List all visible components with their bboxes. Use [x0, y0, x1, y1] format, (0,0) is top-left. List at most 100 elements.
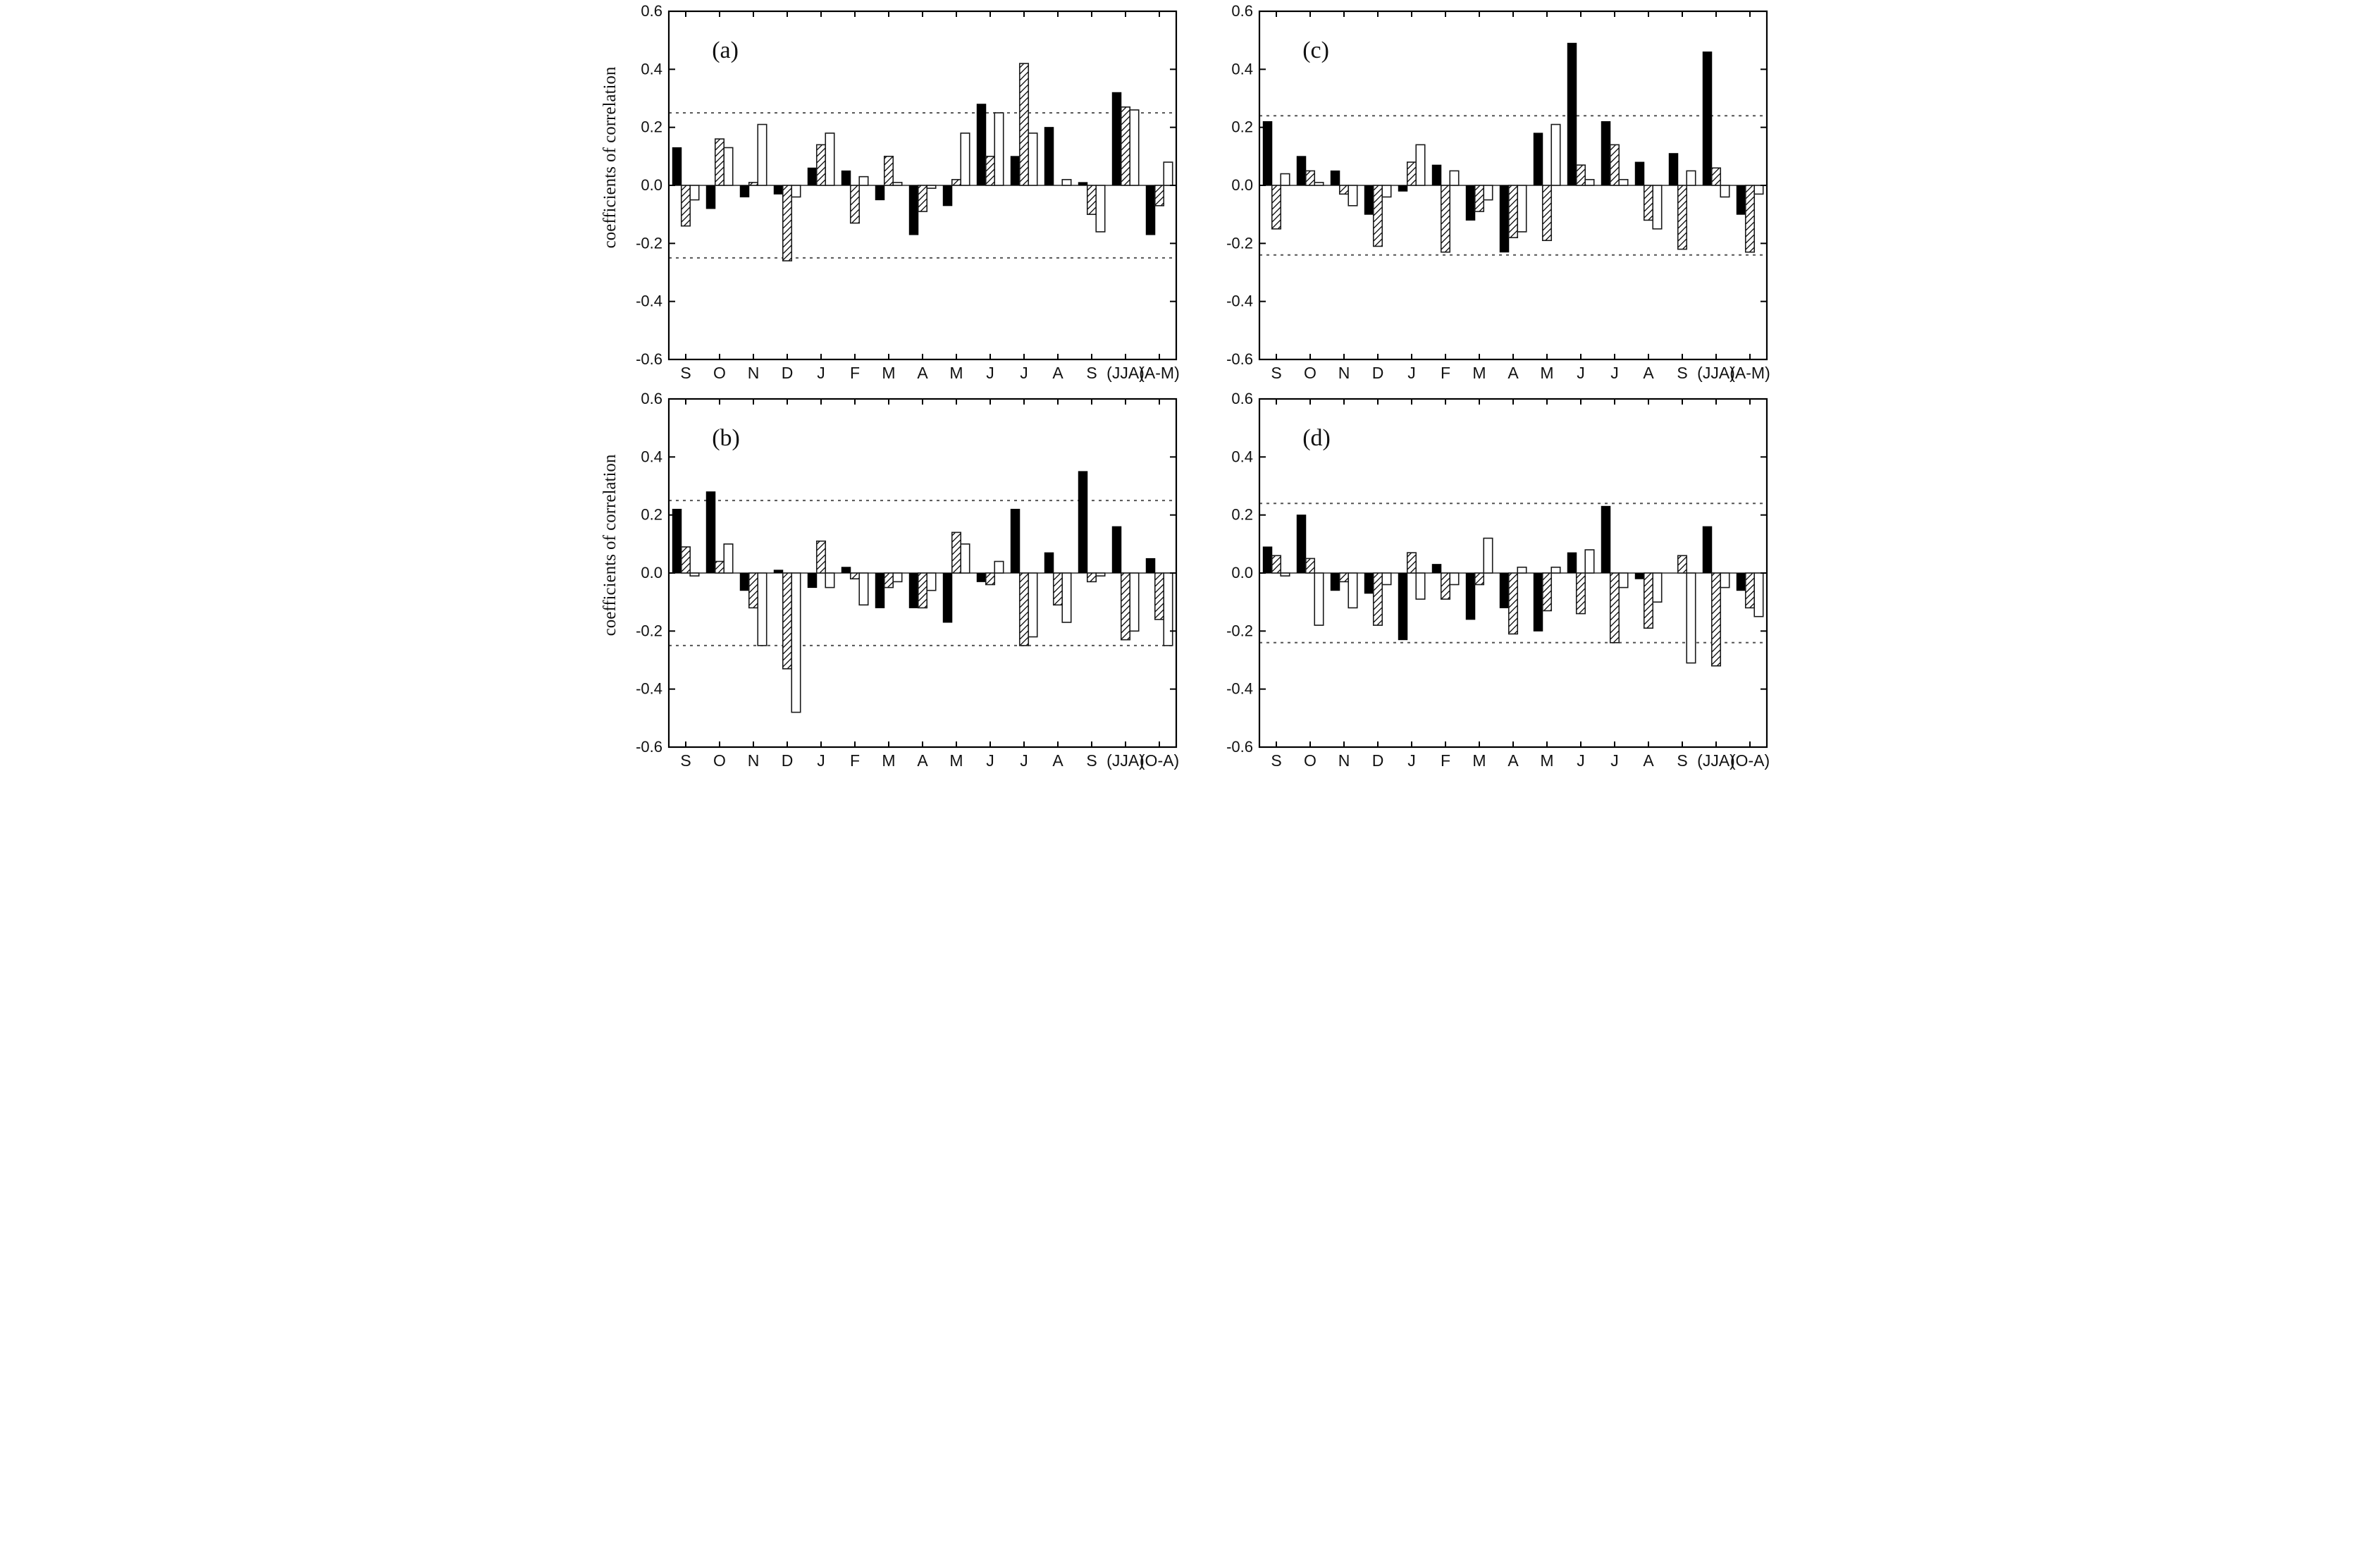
- bar-solid-black: [739, 572, 749, 591]
- y-tick-label: 0.4: [1231, 448, 1253, 465]
- bar-solid-black: [1262, 121, 1272, 186]
- bar-solid-black: [1465, 185, 1475, 221]
- panel-a-chart: 0.6 0.4 0.2 0.0 -0.2 -0.4 -0.6 S O N D J F M A M J J A S (JJ…: [600, 2, 1186, 389]
- bar-solid-black: [1601, 505, 1610, 574]
- bar-hatched: [1406, 552, 1417, 574]
- x-tick-label: A: [1643, 751, 1654, 770]
- bar-solid-black: [1431, 164, 1441, 186]
- bar-solid-black: [739, 185, 749, 197]
- x-tick-label: D: [781, 364, 793, 382]
- bar-open-white: [1685, 572, 1696, 664]
- bar-solid-black: [1702, 526, 1712, 574]
- bar-solid-black: [1111, 92, 1121, 186]
- bar-solid-black: [1330, 572, 1340, 591]
- bar-open-white: [1095, 572, 1106, 577]
- bar-open-white: [1516, 566, 1527, 574]
- panel-grid: 0.6 0.4 0.2 0.0 -0.2 -0.4 -0.6 S O N D J F M A M J J A S (JJ…: [600, 2, 1780, 778]
- x-tick-label: (JJA): [1697, 364, 1735, 382]
- bar-open-white: [925, 572, 937, 591]
- bar-open-white: [722, 543, 734, 574]
- bar-hatched: [1305, 558, 1315, 574]
- bar-open-white: [1279, 173, 1290, 186]
- bar-solid-black: [908, 185, 918, 235]
- bar-hatched: [1710, 167, 1721, 186]
- y-tick-label: -0.4: [1226, 293, 1253, 310]
- bar-hatched: [1086, 572, 1097, 583]
- bar-solid-black: [1533, 133, 1543, 186]
- y-tick-label: 0.0: [641, 176, 662, 194]
- bar-hatched: [1440, 185, 1450, 253]
- bar-hatched: [782, 185, 792, 261]
- bar-hatched: [1575, 572, 1586, 615]
- bar-open-white: [1584, 178, 1595, 186]
- x-tick-label: S: [680, 751, 691, 770]
- bar-hatched: [1271, 555, 1281, 574]
- y-tick-label: 0.6: [641, 392, 662, 407]
- bar-open-white: [1128, 109, 1140, 186]
- bar-solid-black: [1010, 508, 1020, 574]
- bar-solid-black: [942, 185, 952, 207]
- x-tick-label: D: [1371, 364, 1383, 382]
- bar-open-white: [925, 185, 937, 189]
- bar-hatched: [1372, 185, 1383, 247]
- bar-hatched: [1338, 185, 1349, 195]
- x-tick-label: J: [1407, 364, 1416, 382]
- bar-open-white: [689, 572, 700, 577]
- bar-solid-black: [1078, 471, 1087, 574]
- y-tick-label: 0.0: [1231, 176, 1253, 194]
- bar-open-white: [892, 572, 903, 583]
- bar-open-white: [1095, 185, 1106, 233]
- bar-hatched: [680, 185, 691, 227]
- y-tick-label: 0.6: [1231, 4, 1253, 20]
- bar-open-white: [1651, 572, 1663, 603]
- bar-solid-black: [1634, 161, 1644, 186]
- bar-solid-black: [1567, 42, 1577, 186]
- bar-hatched: [1440, 572, 1450, 600]
- panel-b-chart: 0.6 0.4 0.2 0.0 -0.2 -0.4 -0.6 S O N D J F M A M J J A S (JJ…: [600, 390, 1186, 777]
- bar-open-white: [1279, 572, 1290, 577]
- panel-c-chart: 0.6 0.4 0.2 0.0 -0.2 -0.4 -0.6 S O N D J F M A M J J A S (JJ…: [1192, 2, 1777, 389]
- bar-open-white: [1061, 178, 1072, 186]
- bar-solid-black: [1398, 185, 1407, 192]
- x-tick-label: (A-M): [1729, 364, 1770, 382]
- x-tick-label: M: [1472, 751, 1486, 770]
- x-tick-label: F: [1440, 364, 1450, 382]
- x-tick-label: A: [1643, 364, 1654, 382]
- bar-solid-black: [1736, 572, 1746, 591]
- y-axis-title: coefficients of correlation: [601, 66, 619, 248]
- x-tick-label: J: [817, 364, 825, 382]
- bar-open-white: [1313, 572, 1324, 626]
- bar-hatched: [1305, 170, 1315, 186]
- x-tick-label: M: [882, 751, 895, 770]
- bar-open-white: [689, 185, 700, 201]
- bar-open-white: [1381, 185, 1392, 198]
- bar-open-white: [993, 560, 1004, 574]
- bar-open-white: [1381, 572, 1392, 586]
- x-tick-label: M: [1540, 751, 1553, 770]
- y-tick-label: -0.4: [636, 293, 662, 310]
- bar-hatched: [1406, 161, 1417, 186]
- y-tick-label: 0.2: [1231, 118, 1253, 136]
- bar-hatched: [1541, 185, 1552, 242]
- x-tick-label: J: [1610, 751, 1619, 770]
- bar-solid-black: [705, 491, 715, 574]
- x-tick-label: S: [680, 364, 691, 382]
- x-tick-label: O: [713, 751, 726, 770]
- bar-open-white: [1516, 185, 1527, 233]
- x-tick-label: N: [1338, 751, 1350, 770]
- bar-hatched: [1710, 572, 1721, 667]
- x-tick-label: J: [1407, 751, 1416, 770]
- bar-open-white: [1753, 185, 1764, 195]
- y-tick-label: -0.6: [1226, 738, 1253, 756]
- x-tick-label: N: [747, 751, 759, 770]
- x-tick-label: J: [1020, 751, 1028, 770]
- bar-hatched: [748, 572, 758, 609]
- bar-hatched: [714, 138, 725, 186]
- bar-hatched: [917, 185, 927, 212]
- bar-solid-black: [672, 147, 682, 186]
- bar-hatched: [1575, 164, 1586, 186]
- bar-hatched: [1507, 572, 1518, 635]
- x-tick-label: M: [1540, 364, 1553, 382]
- panel-d-chart: 0.6 0.4 0.2 0.0 -0.2 -0.4 -0.6 S O N D J F M A M J J A S (JJ…: [1192, 390, 1777, 777]
- bar-solid-black: [773, 569, 783, 574]
